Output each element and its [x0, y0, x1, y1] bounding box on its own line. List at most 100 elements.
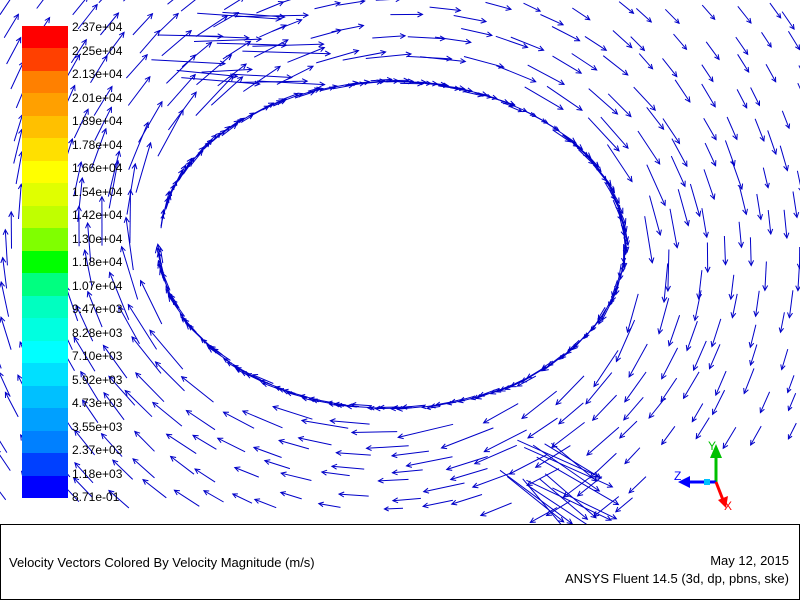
velocity-vector-head	[613, 145, 620, 152]
velocity-vector	[342, 51, 386, 61]
velocity-vector	[474, 444, 518, 465]
velocity-vector	[10, 61, 25, 90]
velocity-vector	[132, 13, 153, 36]
velocity-vector	[723, 235, 726, 265]
legend-swatch	[22, 205, 68, 229]
y-axis-arrowhead	[710, 444, 722, 458]
velocity-vector	[505, 379, 525, 390]
velocity-vector-head	[744, 66, 750, 73]
velocity-vector	[558, 402, 584, 425]
velocity-vector-head	[279, 13, 286, 20]
velocity-vector-head	[743, 49, 749, 56]
velocity-vector	[2, 257, 8, 289]
velocity-vector-head	[215, 132, 222, 139]
velocity-vector-head	[212, 348, 219, 354]
velocity-vector	[691, 403, 704, 422]
velocity-vector	[15, 151, 23, 185]
velocity-vector-head	[658, 123, 665, 131]
velocity-vector	[77, 4, 98, 30]
velocity-vector-head	[205, 41, 213, 48]
velocity-vector	[181, 77, 260, 85]
velocity-vector	[571, 53, 597, 71]
velocity-vector	[210, 76, 243, 106]
velocity-vector	[186, 410, 216, 431]
velocity-vector	[479, 388, 500, 397]
velocity-vector-head	[108, 271, 115, 279]
velocity-vector-head	[108, 375, 115, 382]
velocity-vector	[378, 478, 409, 482]
velocity-vector-head	[486, 31, 493, 38]
velocity-vector-head	[165, 433, 173, 440]
velocity-vector-head	[255, 36, 263, 43]
velocity-vector	[366, 445, 409, 449]
velocity-vector-head	[190, 91, 197, 98]
velocity-vector-head	[220, 129, 226, 136]
legend-tick-label: 1.54e+04	[72, 184, 123, 199]
velocity-vector-head	[710, 160, 717, 167]
velocity-vector-head	[85, 221, 91, 229]
velocity-vector-head	[783, 164, 789, 172]
velocity-vector	[281, 472, 312, 481]
velocity-vector	[128, 122, 149, 170]
velocity-vector-head	[764, 182, 770, 189]
velocity-vector-head	[309, 90, 316, 96]
velocity-vector-head	[750, 439, 756, 446]
velocity-vector-head	[755, 100, 760, 107]
velocity-vector	[496, 384, 514, 393]
velocity-vector	[203, 339, 213, 348]
velocity-vector-head	[646, 17, 653, 23]
velocity-vector-head	[647, 63, 654, 70]
velocity-vector-head	[654, 158, 661, 165]
velocity-vector-head	[395, 0, 400, 3]
velocity-vector	[788, 393, 797, 411]
velocity-vector-head	[297, 436, 305, 442]
color-legend	[22, 26, 68, 499]
velocity-vector	[272, 19, 302, 32]
velocity-vector-head	[783, 232, 790, 240]
velocity-vector	[441, 427, 494, 449]
velocity-vector	[610, 189, 624, 214]
velocity-vector	[670, 155, 686, 187]
velocity-vector	[229, 119, 242, 128]
velocity-vector-head	[141, 53, 148, 61]
velocity-vector-head	[575, 68, 583, 74]
legend-tick-label: 1.42e+04	[72, 208, 123, 222]
velocity-vector-head	[748, 341, 755, 349]
velocity-vector-head	[710, 340, 717, 348]
velocity-vector-head	[78, 176, 85, 184]
velocity-vector	[84, 250, 93, 288]
velocity-vector-head	[465, 38, 472, 45]
velocity-vector	[281, 0, 292, 4]
velocity-vector	[698, 270, 703, 299]
velocity-vector-head	[278, 438, 285, 445]
velocity-vector	[615, 497, 633, 513]
velocity-vector	[555, 375, 585, 405]
velocity-vector-head	[766, 42, 772, 48]
y-axis-label: Y	[708, 439, 716, 453]
velocity-vector	[309, 398, 333, 404]
velocity-vector	[623, 252, 626, 267]
velocity-vector-head	[787, 434, 793, 440]
legend-tick-label: 1.66e+04	[72, 161, 123, 175]
velocity-vector-head	[185, 409, 193, 416]
velocity-vector-head	[144, 75, 151, 83]
velocity-vector-head	[459, 58, 467, 64]
velocity-vector	[172, 165, 186, 191]
vector-plot-viewport[interactable]	[0, 0, 800, 525]
velocity-vector	[781, 11, 795, 30]
velocity-vector-head	[377, 477, 384, 484]
legend-swatch	[22, 228, 68, 252]
velocity-vector-head	[263, 459, 271, 465]
velocity-vector-head	[648, 257, 655, 264]
x-axis-label: X	[724, 499, 732, 513]
velocity-vector	[192, 434, 217, 450]
velocity-vector-head	[107, 85, 113, 93]
velocity-vector	[109, 272, 130, 320]
velocity-vector-head	[558, 516, 565, 523]
velocity-vector-head	[508, 469, 516, 475]
velocity-vector	[426, 82, 446, 86]
velocity-vector-head	[330, 463, 338, 470]
velocity-vector	[506, 476, 565, 523]
velocity-vector-head	[101, 54, 108, 62]
velocity-vector-head	[155, 243, 162, 250]
